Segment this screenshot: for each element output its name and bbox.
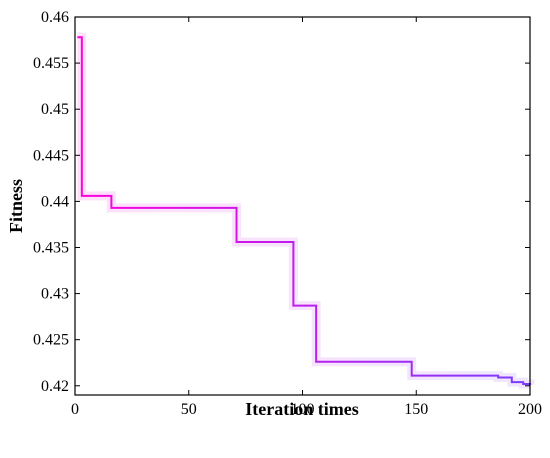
y-axis-title: Fitness — [6, 179, 26, 233]
y-axis: 0.42 0.425 0.43 0.435 0.44 0.445 0.45 0.455 0.46 — [33, 9, 530, 395]
y-tick-label: 0.445 — [33, 147, 69, 164]
y-tick-label: 0.45 — [41, 101, 69, 118]
x-axis: 0 50 100 150 200 — [71, 17, 542, 418]
x-tick-label: 200 — [518, 401, 542, 418]
y-tick-label: 0.425 — [33, 332, 69, 349]
x-tick-label: 50 — [181, 401, 197, 418]
fitness-line — [77, 36, 531, 385]
y-tick-label: 0.43 — [41, 286, 69, 303]
y-tick-label: 0.455 — [33, 55, 69, 72]
y-tick-label: 0.42 — [41, 378, 69, 395]
y-tick-label: 0.44 — [41, 193, 69, 210]
y-tick-label: 0.46 — [41, 9, 69, 26]
y-tick-label: 0.435 — [33, 239, 69, 256]
x-tick-label: 150 — [404, 401, 428, 418]
x-tick-label: 0 — [71, 401, 79, 418]
series-layer — [77, 36, 531, 385]
x-tick-label: 100 — [291, 401, 315, 418]
x-axis-title: Iteration times — [245, 399, 358, 419]
